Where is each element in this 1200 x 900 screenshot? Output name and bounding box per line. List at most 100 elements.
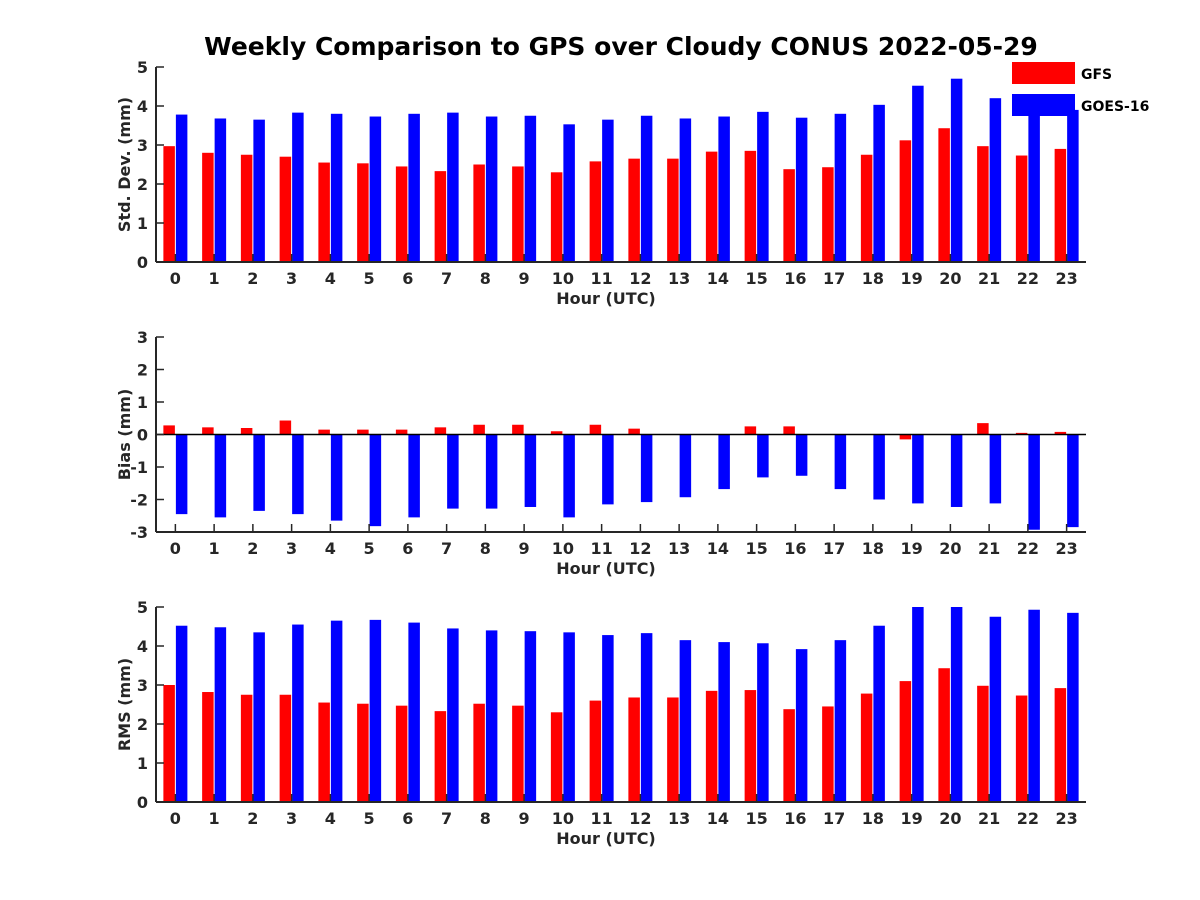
bar [667, 697, 679, 802]
bar [485, 434, 498, 509]
bar [253, 632, 265, 802]
bar [1015, 432, 1028, 435]
x-tick-label: 8 [480, 809, 491, 828]
x-tick-label: 6 [402, 809, 413, 828]
x-tick-label: 16 [784, 809, 806, 828]
bar [1054, 431, 1067, 435]
x-tick-label: 8 [480, 539, 491, 558]
bar [408, 113, 420, 262]
x-tick-label: 20 [939, 269, 961, 288]
y-tick-label: -1 [130, 458, 148, 477]
bar [718, 434, 730, 490]
x-tick-label: 10 [552, 809, 574, 828]
x-tick-label: 1 [209, 539, 220, 558]
bar [757, 111, 769, 262]
series-goes-16 [175, 434, 1079, 530]
x-tick-label: 21 [978, 269, 1000, 288]
bar [989, 98, 1002, 262]
x-tick-label: 9 [519, 539, 530, 558]
x-tick-label: 4 [325, 269, 336, 288]
x-tick-label: 23 [1055, 269, 1077, 288]
x-tick-label: 20 [939, 809, 961, 828]
y-tick-label: 3 [137, 676, 148, 695]
bar [330, 113, 343, 262]
chart-title: Weekly Comparison to GPS over Cloudy CON… [204, 32, 1038, 61]
bar [163, 425, 175, 435]
y-axis-label: Std. Dev. (mm) [115, 97, 134, 232]
bar [240, 694, 253, 802]
bar [977, 423, 989, 435]
bar [550, 431, 563, 435]
bar [292, 112, 304, 262]
bar [912, 434, 924, 504]
bar [434, 427, 447, 435]
y-tick-label: 3 [137, 328, 148, 347]
bar [253, 119, 265, 263]
bar [279, 694, 292, 802]
bar [512, 424, 524, 435]
bar [369, 434, 382, 527]
x-tick-label: 3 [286, 809, 297, 828]
bar [860, 693, 873, 802]
x-tick-label: 3 [286, 539, 297, 558]
bar [175, 625, 188, 802]
bar [783, 426, 795, 435]
x-tick-label: 0 [170, 539, 181, 558]
x-tick-label: 19 [900, 809, 922, 828]
bar [550, 172, 563, 262]
bar [628, 697, 640, 802]
legend-label: GFS [1081, 67, 1112, 83]
x-tick-label: 14 [707, 269, 729, 288]
x-tick-label: 18 [862, 269, 884, 288]
x-tick-label: 10 [552, 539, 574, 558]
x-tick-label: 12 [629, 269, 651, 288]
bar [950, 78, 963, 262]
bar [744, 150, 757, 262]
bar [550, 712, 563, 802]
x-tick-label: 5 [364, 269, 375, 288]
x-tick-label: 0 [170, 269, 181, 288]
bar [899, 681, 912, 802]
y-tick-label: 0 [137, 793, 148, 812]
bar [524, 434, 537, 507]
bar [1028, 434, 1040, 530]
bar [214, 434, 227, 518]
bar [524, 631, 537, 802]
y-tick-label: -3 [130, 523, 148, 542]
bar [485, 116, 498, 262]
x-tick-label: 9 [519, 809, 530, 828]
x-tick-label: 7 [441, 809, 452, 828]
bar [447, 628, 459, 802]
y-axis-label: Bias (mm) [115, 389, 134, 481]
x-tick-label: 4 [325, 809, 336, 828]
x-tick-label: 11 [590, 539, 612, 558]
bar [318, 702, 330, 802]
bar [679, 640, 692, 802]
x-tick-label: 1 [209, 809, 220, 828]
bar [395, 705, 408, 802]
x-tick-label: 13 [668, 269, 690, 288]
bar [834, 113, 847, 262]
y-axis-label: RMS (mm) [115, 658, 134, 751]
bar [408, 434, 420, 518]
bar [938, 668, 950, 802]
series-goes-16 [175, 607, 1079, 802]
bar [214, 627, 227, 802]
bar [589, 700, 602, 802]
bar [395, 166, 408, 262]
bar [718, 642, 730, 802]
bar [640, 434, 653, 503]
y-tick-label: 2 [137, 361, 148, 380]
x-tick-label: 11 [590, 269, 612, 288]
bar [279, 420, 292, 435]
legend-label: GOES-16 [1081, 99, 1149, 115]
bar [977, 146, 989, 262]
bar [822, 706, 834, 802]
bar [369, 619, 382, 802]
bar [163, 685, 175, 802]
bar [899, 140, 912, 262]
x-tick-label: 12 [629, 809, 651, 828]
bar [330, 620, 343, 802]
bar [512, 705, 524, 802]
